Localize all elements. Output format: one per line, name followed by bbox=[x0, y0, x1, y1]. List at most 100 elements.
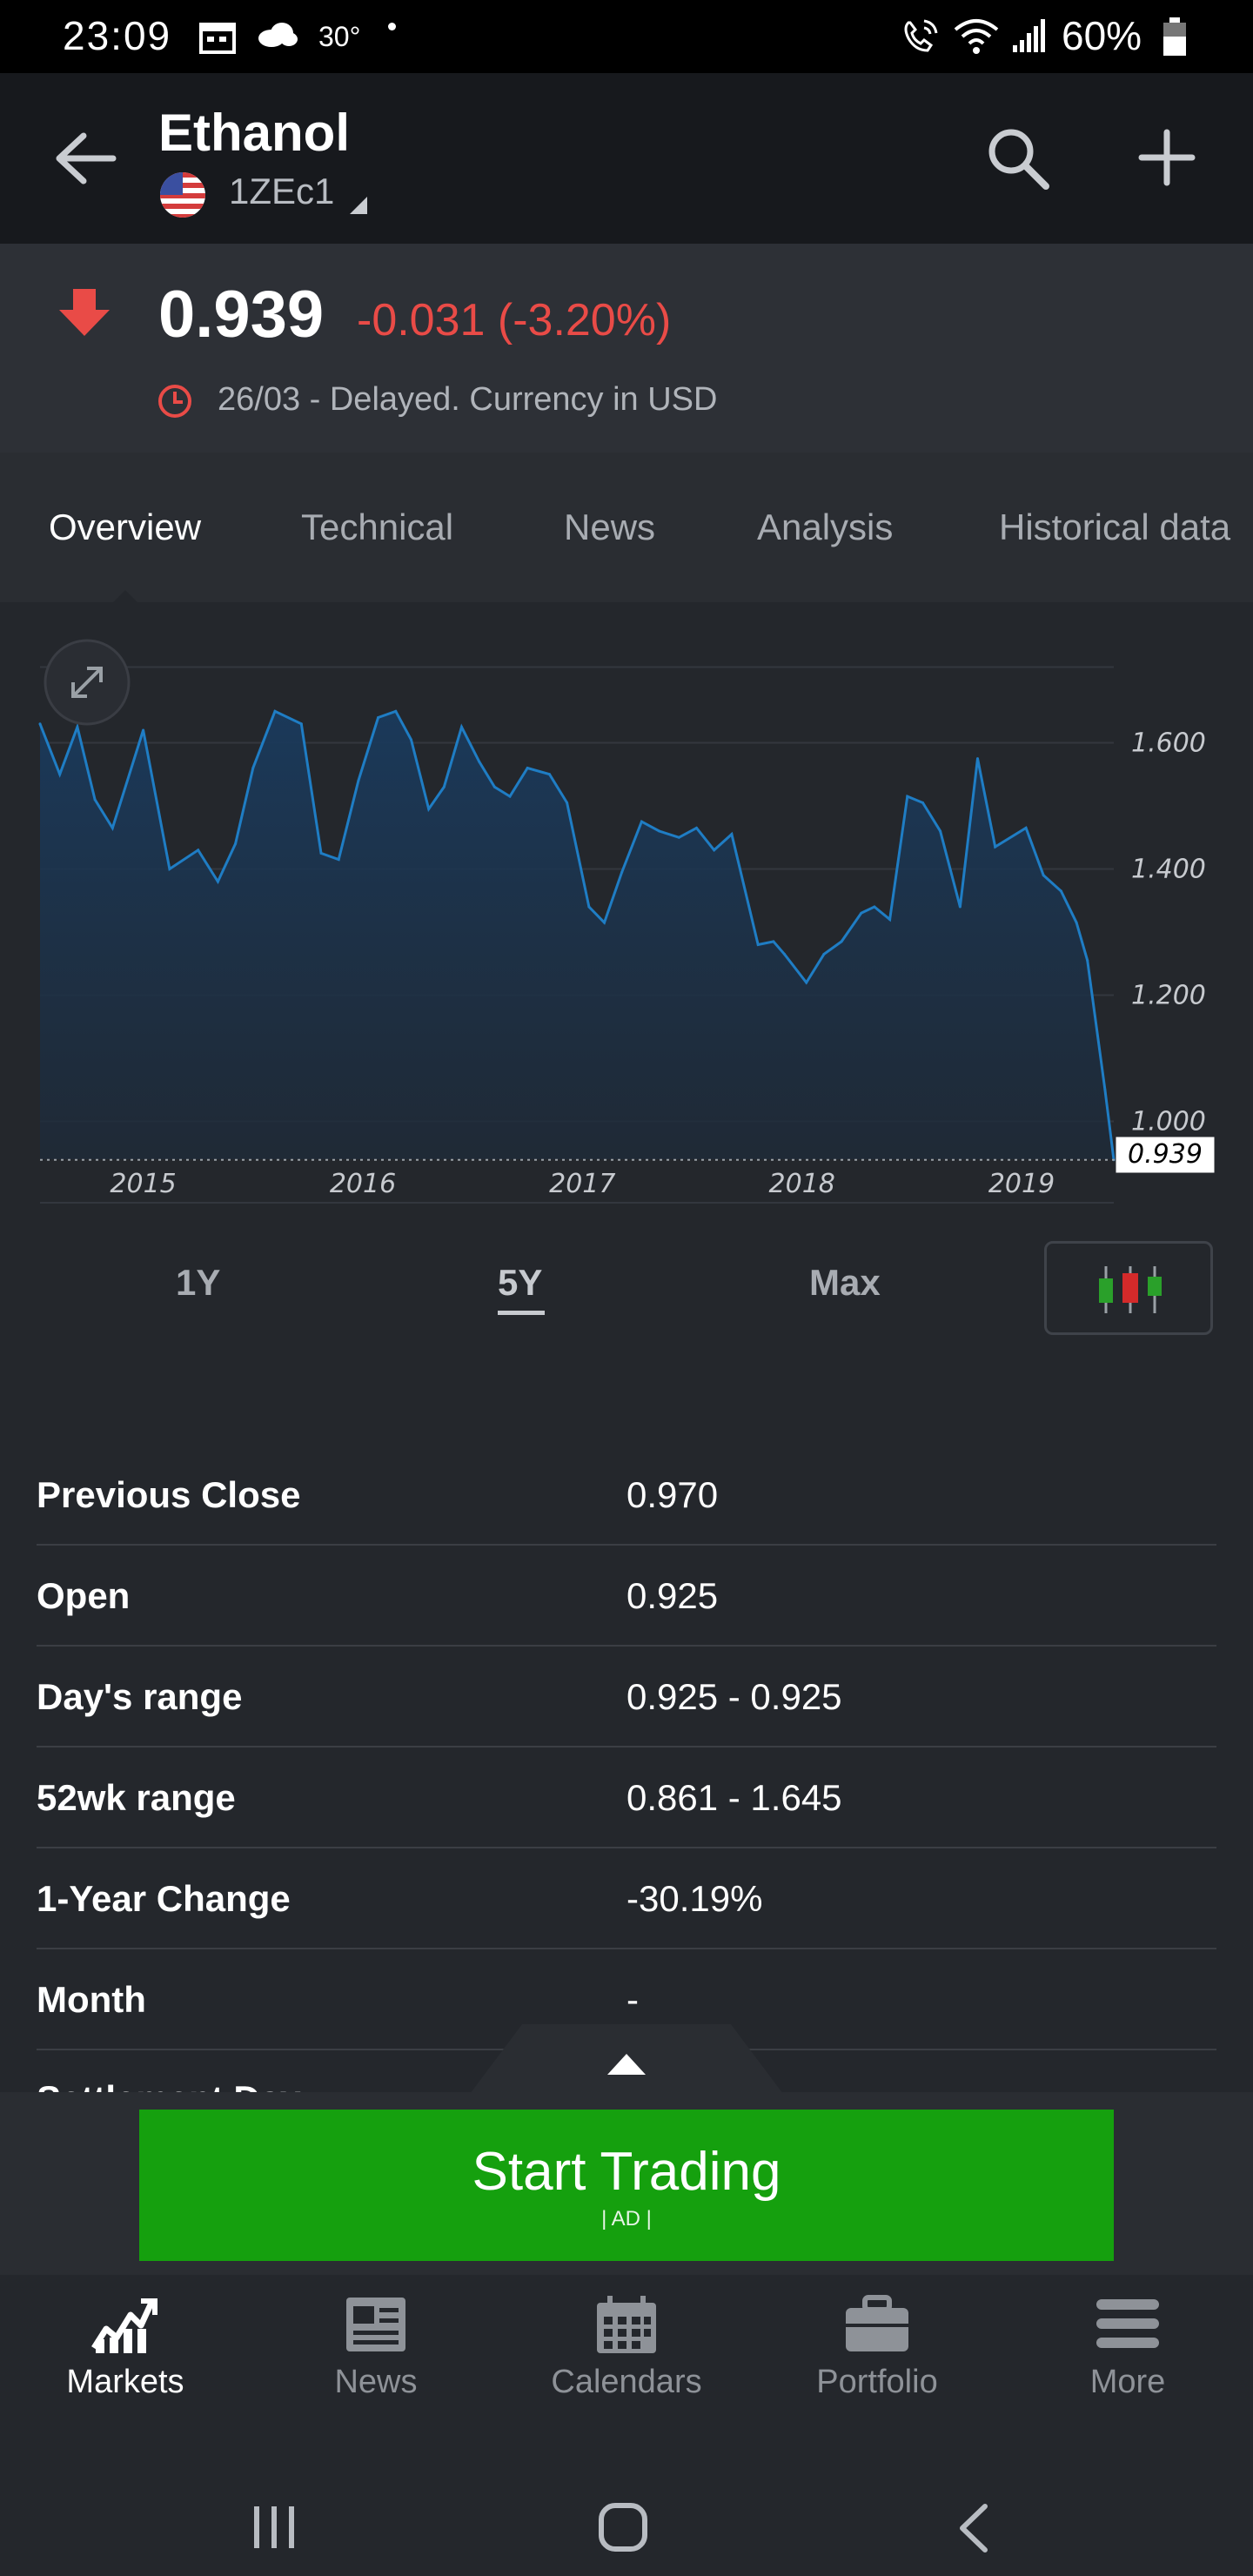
us-flag-icon bbox=[160, 172, 205, 218]
x-axis-labels: 2015 2016 2017 2018 2019 bbox=[110, 1169, 1055, 1199]
data-point bbox=[958, 905, 962, 909]
price-down-arrow-icon bbox=[59, 289, 110, 336]
section-tabs: Overview Technical News Analysis Histori… bbox=[0, 453, 1253, 602]
range-1y-button[interactable]: 1Y bbox=[176, 1262, 221, 1303]
clock-icon bbox=[158, 385, 191, 418]
data-point bbox=[234, 842, 238, 845]
price-summary: 0.939 -0.031 (-3.20%) 26/03 - Delayed. C… bbox=[0, 244, 1253, 453]
nav-news[interactable]: News bbox=[251, 2275, 501, 2432]
cell-signal-icon bbox=[1013, 19, 1045, 52]
battery-icon bbox=[1163, 17, 1186, 56]
stat-label-partial: Settlement Day bbox=[37, 2078, 300, 2092]
active-tab-pointer bbox=[113, 590, 137, 602]
data-point bbox=[337, 858, 340, 862]
y-tick-label: 1.200 bbox=[1131, 981, 1206, 1011]
nav-label: More bbox=[1089, 2364, 1166, 2400]
instrument-symbol[interactable]: 1ZEc1 bbox=[229, 171, 335, 211]
range-max-button[interactable]: Max bbox=[809, 1262, 881, 1303]
stat-value: 0.925 - 0.925 bbox=[626, 1676, 842, 1717]
x-tick-label: 2015 bbox=[110, 1169, 176, 1199]
start-trading-button[interactable]: Start Trading | AD | bbox=[139, 2110, 1114, 2261]
system-navigation-bar bbox=[0, 2432, 1253, 2576]
home-icon[interactable] bbox=[597, 2501, 649, 2553]
data-point bbox=[756, 943, 760, 946]
range-5y-button[interactable]: 5Y bbox=[498, 1262, 543, 1303]
stat-row-previous-close: Previous Close 0.970 bbox=[37, 1445, 1216, 1546]
ad-label: | AD | bbox=[601, 2207, 652, 2231]
data-point bbox=[319, 851, 323, 855]
data-point bbox=[620, 870, 624, 874]
status-time: 23:09 bbox=[63, 13, 172, 58]
data-point bbox=[1059, 889, 1062, 893]
data-point bbox=[142, 728, 145, 732]
stat-value: 0.925 bbox=[626, 1575, 719, 1616]
tab-historical-data[interactable]: Historical data bbox=[999, 506, 1231, 547]
hamburger-menu-icon bbox=[1096, 2299, 1159, 2348]
data-point bbox=[273, 709, 277, 713]
data-point bbox=[840, 940, 843, 943]
chevron-up-icon bbox=[607, 2054, 646, 2075]
data-point bbox=[640, 820, 643, 823]
data-point bbox=[197, 849, 200, 852]
data-point bbox=[478, 760, 481, 763]
stat-value: 0.861 - 1.645 bbox=[626, 1777, 842, 1818]
nav-calendars[interactable]: Calendars bbox=[501, 2275, 752, 2432]
candlestick-toggle-button[interactable] bbox=[1044, 1241, 1213, 1335]
data-point bbox=[587, 905, 591, 909]
recent-apps-icon[interactable] bbox=[249, 2503, 301, 2552]
last-price-tag: 0.939 bbox=[1115, 1136, 1216, 1174]
tab-technical[interactable]: Technical bbox=[301, 506, 454, 547]
back-arrow-icon[interactable] bbox=[52, 131, 118, 186]
nav-more[interactable]: More bbox=[1002, 2275, 1253, 2432]
stat-row-52wk-range: 52wk range 0.861 - 1.645 bbox=[37, 1748, 1216, 1848]
instrument-title: Ethanol bbox=[158, 104, 350, 162]
search-icon[interactable] bbox=[983, 124, 1055, 195]
stat-label: 52wk range bbox=[37, 1777, 236, 1818]
price-chart[interactable]: 1.600 1.400 1.200 1.000 2015 2016 2017 2018 201… bbox=[0, 602, 1253, 1238]
tab-news[interactable]: News bbox=[564, 506, 656, 547]
data-point bbox=[460, 725, 463, 728]
data-point bbox=[357, 779, 360, 782]
data-point bbox=[508, 795, 512, 798]
status-bar: 23:09 30° 60% bbox=[0, 0, 1253, 73]
data-point bbox=[976, 757, 979, 761]
data-point bbox=[888, 918, 892, 921]
data-point bbox=[994, 845, 997, 849]
y-axis-labels: 1.600 1.400 1.200 1.000 bbox=[1131, 728, 1206, 1137]
data-point bbox=[216, 880, 219, 883]
newspaper-icon bbox=[346, 2298, 405, 2351]
data-point bbox=[38, 722, 42, 726]
expand-chart-icon[interactable] bbox=[44, 639, 131, 726]
stat-label: Day's range bbox=[37, 1676, 243, 1717]
data-point bbox=[1075, 921, 1078, 924]
data-point bbox=[111, 826, 114, 829]
calendar-icon bbox=[597, 2296, 656, 2353]
add-to-watchlist-icon[interactable] bbox=[1136, 127, 1197, 188]
nav-markets[interactable]: Markets bbox=[0, 2275, 251, 2432]
notification-dot-icon bbox=[388, 23, 396, 30]
data-point bbox=[783, 952, 786, 956]
expand-panel-handle[interactable] bbox=[470, 2024, 783, 2094]
data-point bbox=[860, 911, 863, 915]
symbol-dropdown-icon[interactable] bbox=[346, 193, 369, 216]
nav-label: News bbox=[334, 2364, 418, 2400]
tab-analysis[interactable]: Analysis bbox=[757, 506, 894, 547]
data-point bbox=[1042, 874, 1045, 877]
nav-portfolio[interactable]: Portfolio bbox=[752, 2275, 1002, 2432]
system-back-icon[interactable] bbox=[954, 2503, 994, 2553]
y-tick-label: 1.000 bbox=[1131, 1107, 1206, 1137]
svg-text:0.939: 0.939 bbox=[1128, 1139, 1203, 1170]
battery-percent: 60% bbox=[1062, 13, 1142, 58]
calendar-notification-icon bbox=[199, 23, 236, 54]
data-point bbox=[394, 709, 398, 713]
x-tick-label: 2019 bbox=[988, 1169, 1055, 1199]
data-point bbox=[548, 773, 551, 776]
data-point bbox=[410, 738, 412, 741]
stat-row-days-range: Day's range 0.925 - 0.925 bbox=[37, 1647, 1216, 1748]
data-point bbox=[772, 940, 775, 943]
stat-value: 0.970 bbox=[626, 1474, 719, 1515]
x-tick-label: 2018 bbox=[769, 1169, 835, 1199]
tab-overview[interactable]: Overview bbox=[49, 506, 202, 547]
data-point bbox=[658, 829, 661, 833]
